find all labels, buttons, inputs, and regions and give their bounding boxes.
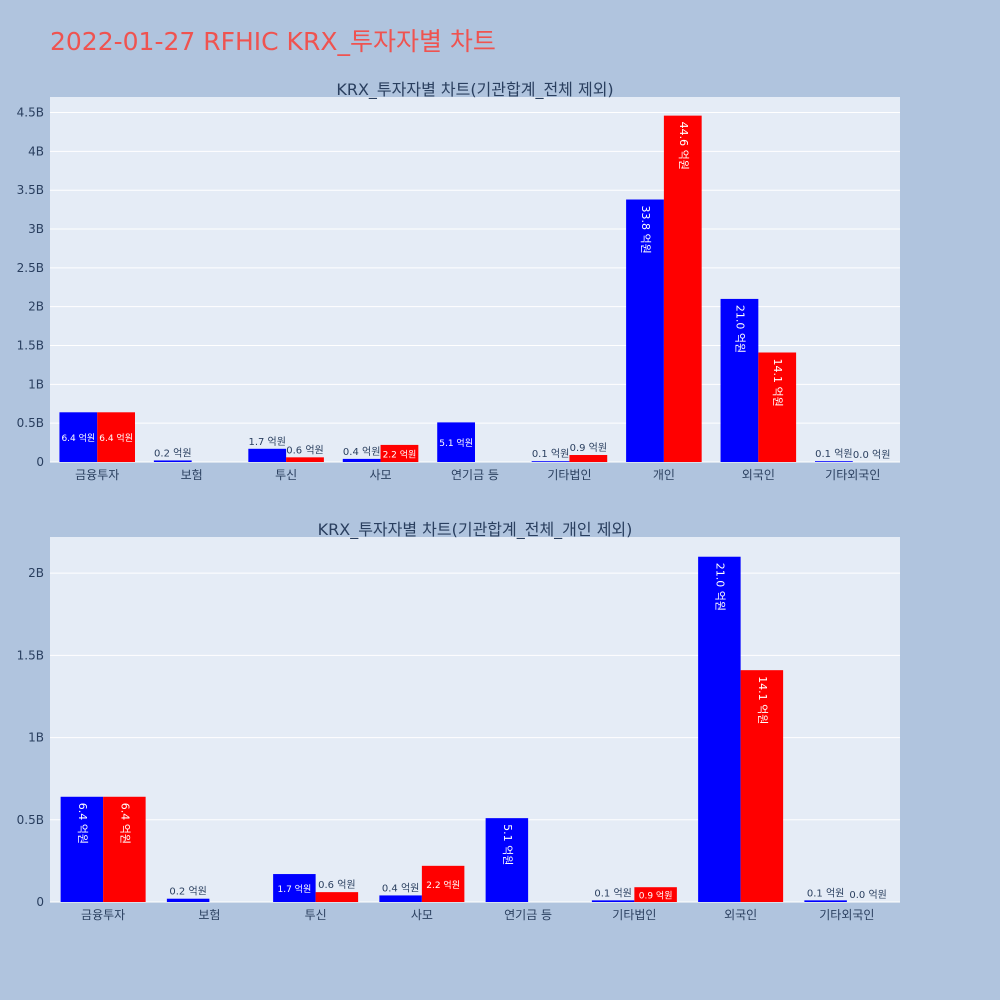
bar-value-label: 0.1 억원 — [594, 887, 631, 899]
bar-value-label: 0.2 억원 — [154, 447, 191, 459]
bar-value-label: 6.4 억원 — [76, 803, 89, 844]
x-tick-label: 외국인 — [742, 468, 775, 482]
buy-bar — [815, 461, 853, 462]
bar-value-label: 0.1 억원 — [532, 448, 569, 460]
bar-value-label: 6.4 억원 — [118, 803, 131, 844]
sell-bar — [758, 352, 797, 462]
bar-value-label: 14.1 억원 — [771, 359, 784, 407]
y-tick-label: 2B — [28, 566, 44, 580]
x-tick-label: 개인 — [653, 468, 675, 482]
sell-bar — [740, 670, 784, 902]
buy-bar — [60, 796, 104, 902]
buy-bar — [485, 818, 529, 902]
x-tick-label: 투신 — [305, 908, 327, 922]
buy-bar — [720, 298, 759, 462]
y-tick-label: 0.5B — [17, 813, 44, 827]
buy-bar — [273, 874, 316, 902]
x-tick-label: 사모 — [411, 908, 433, 922]
bar-value-label: 0.9 억원 — [639, 890, 673, 902]
bar-value-label: 0.4 억원 — [382, 882, 419, 894]
bar-value-label: 0.1 억원 — [807, 887, 844, 899]
y-tick-label: 2.5B — [17, 261, 44, 275]
bar-value-label: 0.0 억원 — [849, 889, 886, 901]
sell-bar — [286, 457, 324, 462]
y-tick-label: 4.5B — [17, 106, 44, 120]
x-tick-label: 연기금 등 — [504, 908, 552, 922]
bar-value-label: 21.0 억원 — [733, 305, 746, 353]
y-tick-label: 0.5B — [17, 416, 44, 430]
buy-bar — [59, 412, 98, 462]
y-tick-label: 3.5B — [17, 183, 44, 197]
x-tick-label: 기타법인 — [612, 908, 656, 922]
buy-bar — [531, 461, 570, 462]
buy-bar — [437, 422, 475, 462]
buy-bar — [698, 556, 741, 902]
sell-bar — [663, 115, 702, 462]
sell-bar — [103, 796, 146, 902]
x-tick-label: 투신 — [275, 468, 297, 482]
buy-bar — [591, 900, 635, 902]
sell-bar — [634, 887, 677, 902]
bar-value-label: 6.4 억원 — [99, 432, 133, 444]
x-tick-label: 외국인 — [724, 908, 757, 922]
buy-bar — [379, 895, 422, 902]
bar-value-label: 5.1 억원 — [439, 437, 473, 449]
sell-bar — [569, 455, 608, 462]
x-tick-label: 연기금 등 — [451, 468, 499, 482]
bar-value-label: 0.1 억원 — [815, 448, 852, 460]
x-tick-label: 보험 — [181, 468, 203, 482]
chart-title: KRX_투자자별 차트(기관합계_전체_개인 제외) — [318, 520, 633, 540]
y-tick-label: 0 — [36, 455, 44, 469]
buy-bar — [626, 199, 664, 463]
y-tick-label: 3B — [28, 222, 44, 236]
sell-bar — [97, 412, 135, 462]
bar-value-label: 6.4 억원 — [61, 432, 95, 444]
bar-value-label: 2.2 억원 — [383, 448, 417, 460]
sell-bar — [380, 444, 419, 462]
y-tick-label: 4B — [28, 144, 44, 158]
chart-title: KRX_투자자별 차트(기관합계_전체 제외) — [336, 80, 613, 100]
x-tick-label: 금융투자 — [81, 908, 125, 922]
page-title: 2022-01-27 RFHIC KRX_투자자별 차트 — [50, 27, 496, 56]
x-tick-label: 기타법인 — [547, 468, 591, 482]
bar-value-label: 0.4 억원 — [343, 446, 380, 458]
bar-value-label: 14.1 억원 — [756, 676, 769, 724]
bar-value-label: 44.6 억원 — [677, 122, 690, 170]
buy-bar — [153, 460, 192, 462]
buy-bar — [166, 898, 210, 902]
buy-bar — [342, 458, 381, 462]
bar-value-label: 1.7 억원 — [248, 436, 285, 448]
y-tick-label: 2B — [28, 300, 44, 314]
x-tick-label: 금융투자 — [75, 468, 119, 482]
bar-value-label: 0.0 억원 — [853, 449, 890, 461]
x-tick-label: 기타외국인 — [825, 468, 880, 482]
bar-value-label: 33.8 억원 — [639, 206, 652, 254]
buy-bar — [248, 448, 287, 462]
buy-bar — [804, 900, 847, 902]
bar-value-label: 2.2 억원 — [426, 879, 460, 891]
bar-value-label: 1.7 억원 — [278, 883, 312, 895]
y-tick-label: 1B — [28, 731, 44, 745]
bar-value-label: 21.0 억원 — [713, 563, 726, 611]
y-tick-label: 1B — [28, 377, 44, 391]
sell-bar — [421, 865, 465, 902]
y-tick-label: 1.5B — [17, 648, 44, 662]
sell-bar — [315, 892, 359, 902]
bar-value-label: 0.9 억원 — [570, 442, 607, 454]
investor-chart-top: KRX_투자자별 차트(기관합계_전체 제외) 0 0.5B 1B 1.5B 2B 2.5B… — [17, 80, 900, 482]
y-tick-label: 1.5B — [17, 339, 44, 353]
bar-value-label: 0.6 억원 — [286, 444, 323, 456]
bar-value-label: 0.6 억원 — [318, 879, 355, 891]
x-tick-label: 보험 — [198, 908, 220, 922]
x-tick-label: 사모 — [370, 468, 392, 482]
bar-value-label: 5.1 억원 — [501, 824, 514, 865]
bar-value-label: 0.2 억원 — [169, 886, 206, 898]
y-tick-label: 0 — [36, 895, 44, 909]
x-tick-label: 기타외국인 — [819, 908, 874, 922]
